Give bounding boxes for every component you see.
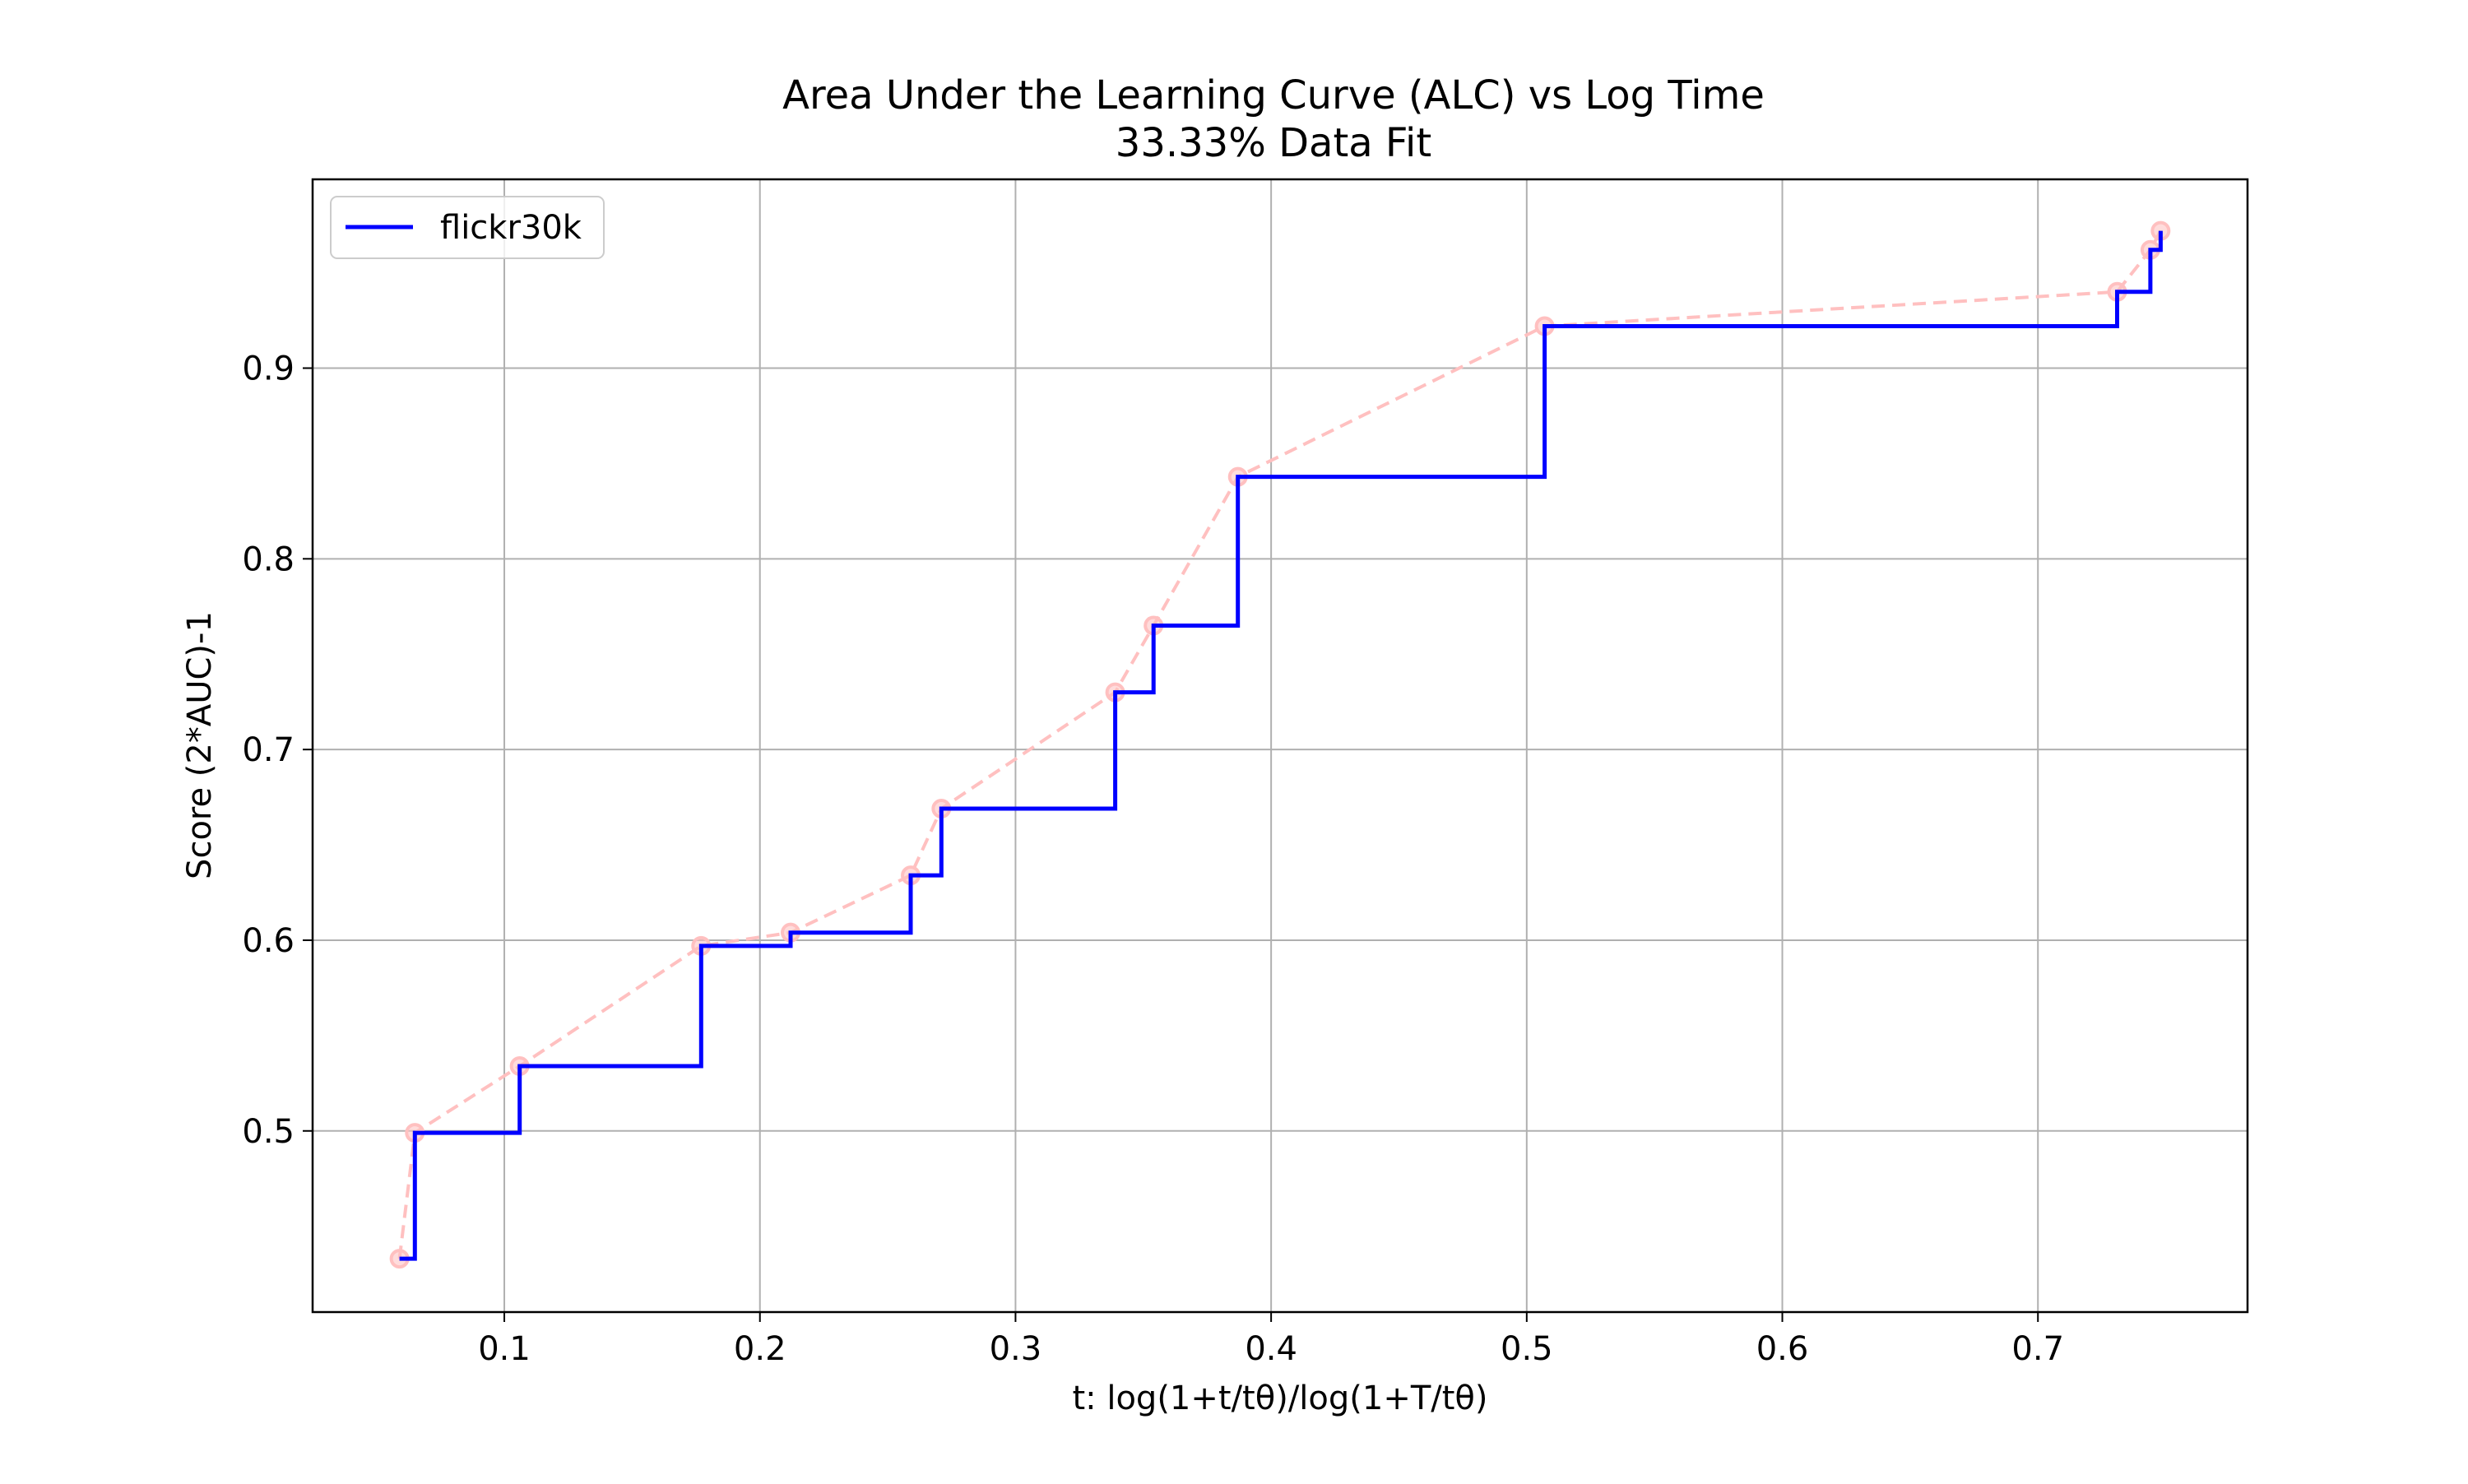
- legend-label-flickr30k: flickr30k: [440, 209, 582, 247]
- y-axis-label: Score (2*AUC)-1: [181, 611, 219, 879]
- y-tick-label: 0.5: [242, 1113, 295, 1151]
- series-line-dashed: [397, 230, 2163, 1259]
- grid-lines: [313, 179, 2248, 1312]
- plot-data: [389, 220, 2171, 1269]
- plot-area-frame: [311, 178, 2249, 1314]
- y-tick-label: 0.8: [242, 540, 295, 578]
- x-tick-label: 0.7: [2011, 1330, 2064, 1368]
- x-tick-label: 0.1: [478, 1330, 531, 1368]
- x-axis-label: t: log(1+t/tθ)/log(1+T/tθ): [1072, 1380, 1487, 1417]
- x-tick-label: 0.3: [990, 1330, 1042, 1368]
- x-tick-label: 0.4: [1245, 1330, 1297, 1368]
- chart-title: Area Under the Learning Curve (ALC) vs L…: [782, 72, 1765, 118]
- x-tick-label: 0.5: [1501, 1330, 1553, 1368]
- y-tick-label: 0.6: [242, 922, 295, 960]
- chart-subtitle: 33.33% Data Fit: [1116, 120, 1431, 166]
- legend: flickr30k: [330, 196, 605, 259]
- legend-box: [330, 196, 605, 259]
- x-tick-label: 0.6: [1756, 1330, 1809, 1368]
- y-tick-label: 0.7: [242, 731, 295, 769]
- y-tick-label: 0.9: [242, 350, 295, 388]
- x-tick-label: 0.2: [734, 1330, 786, 1368]
- series-line-flickr30k: [399, 230, 2163, 1261]
- axis-ticks: 0.1 0.2 0.3 0.4 0.5 0.6 0.7 0.5 0.6 0.7 0.8 0.9: [242, 350, 2064, 1369]
